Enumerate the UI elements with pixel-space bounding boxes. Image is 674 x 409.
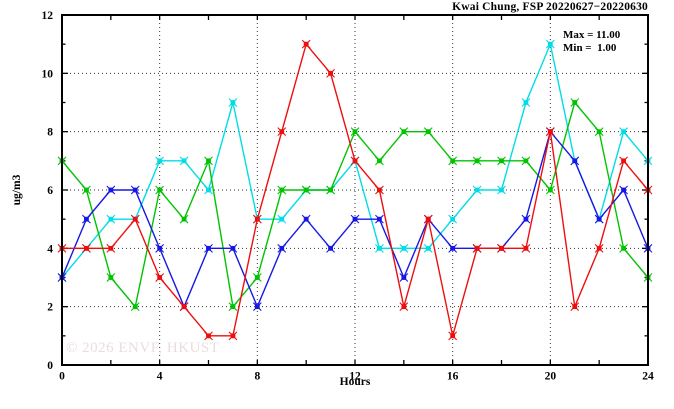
x-tick-label: 24 [642,371,654,383]
x-tick-label: 16 [447,371,459,383]
plot-border [61,14,649,366]
x-tick-label: 4 [157,371,163,383]
max-min-annotation: Max = 11.00 Min = 1.00 [563,29,620,55]
watermark-text: © 2026 ENVF, HKUST [66,340,220,356]
gridlines [62,15,648,365]
y-tick-label: 8 [47,127,53,139]
min-annotation: Min = 1.00 [563,42,617,54]
series-red [57,39,653,341]
x-tick-label: 20 [545,371,557,383]
y-tick-label: 12 [42,10,54,22]
y-tick-label: 4 [47,243,53,255]
x-axis-label: Hours [339,376,371,388]
y-axis-label: ug/m3 [11,174,23,206]
max-annotation: Max = 11.00 [563,29,621,41]
y-tick-label: 2 [47,302,53,314]
chart-title: Kwai Chung, FSP 20220627−20220630 [452,1,648,13]
y-tick-label: 10 [42,68,54,80]
series-green [57,98,653,312]
x-tick-label: 12 [349,371,361,383]
y-tick-label: 6 [47,185,53,197]
x-tick-label: 0 [59,371,65,383]
y-tick-label: 0 [47,360,53,372]
x-tick-label: 8 [254,371,260,383]
